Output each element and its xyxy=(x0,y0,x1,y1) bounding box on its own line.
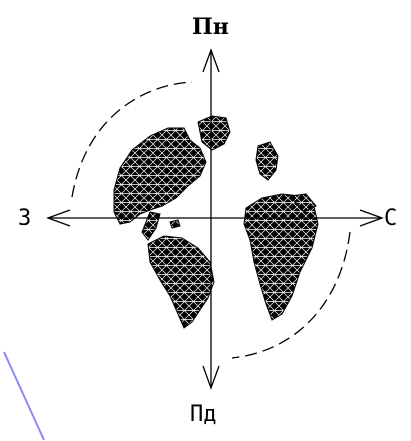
continent-europe xyxy=(255,141,279,181)
continent-islands xyxy=(169,219,181,229)
label-south: Пд xyxy=(190,402,217,427)
continent-south-america xyxy=(147,235,215,329)
dashed-orbit-arc-top xyxy=(71,81,193,198)
arrow-west-icon xyxy=(46,209,71,227)
continent-greenland xyxy=(197,115,231,151)
continent-arabia xyxy=(289,193,317,213)
globe-icon xyxy=(113,115,319,329)
continent-africa xyxy=(243,193,319,321)
accent-line xyxy=(3,351,45,441)
label-north: Пн xyxy=(192,14,229,40)
label-east: С xyxy=(384,206,398,231)
arrow-north-icon xyxy=(202,48,220,73)
continent-north-america xyxy=(113,127,207,225)
arrow-east-icon xyxy=(359,209,384,227)
label-west: З xyxy=(18,206,32,231)
arrow-south-icon xyxy=(202,365,220,390)
continent-central-america xyxy=(141,211,161,241)
dashed-orbit-arc-bottom xyxy=(231,231,351,359)
